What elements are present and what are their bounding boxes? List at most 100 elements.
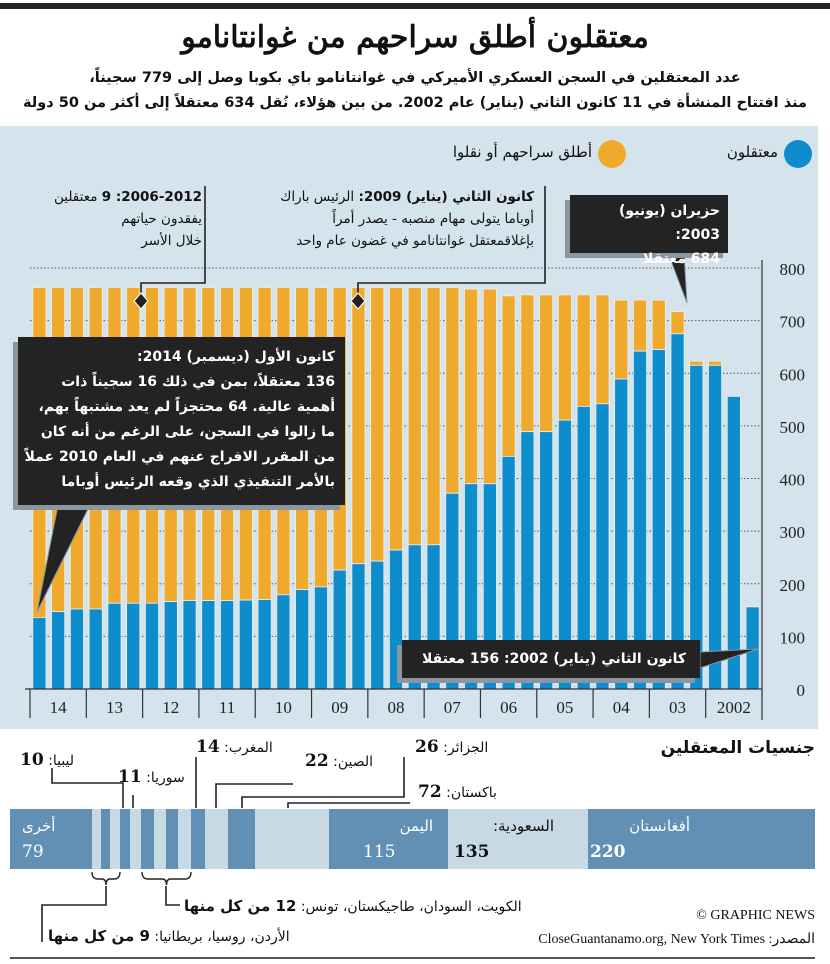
bottom-rule xyxy=(10,957,815,959)
label-name: الصين: xyxy=(333,754,374,770)
segment-روسيا xyxy=(100,809,111,869)
bar-released xyxy=(633,299,647,352)
bar-detained xyxy=(313,586,328,690)
segment-السعودية xyxy=(448,809,588,869)
label-name: الكويت، السودان، طاجيكستان، تونس: xyxy=(300,899,522,915)
callout-pointer xyxy=(667,252,688,304)
bar-detained xyxy=(163,601,178,690)
diamond-marker xyxy=(133,292,149,310)
segment-value: 115 xyxy=(363,842,396,862)
label-group-12: الكويت، السودان، طاجيكستان، تونس: 12 من … xyxy=(184,897,522,915)
bar-detained xyxy=(238,599,253,690)
segment-باكستان xyxy=(254,809,330,869)
callout-peak-2003: حزيران (يونيو) 2003: 684 معتقلا xyxy=(570,195,728,267)
bar-released xyxy=(445,287,460,494)
label-name: باكستان: xyxy=(446,785,497,801)
bracket-group-12 xyxy=(141,871,192,886)
bar-detained xyxy=(351,563,366,690)
callout-line: من المقرر الافراج عنهم في العام 2010 عمل… xyxy=(24,449,335,465)
label-morocco: المغرب: 14 xyxy=(196,737,273,757)
page-title: معتقلون أطلق سراحهم من غوانتانامو xyxy=(181,20,649,55)
bar-released xyxy=(557,294,572,421)
label-libya: ليبيا: 10 xyxy=(20,750,74,770)
x-tick-label: 2002 xyxy=(717,698,751,717)
label-value: 11 xyxy=(118,767,142,787)
label-pakistan: باكستان: 72 xyxy=(418,782,497,802)
bar-released xyxy=(614,299,629,380)
label-value: 14 xyxy=(196,737,220,757)
annotation-obama-line: بإغلاقمعتقل غوانتانامو في غضون عام واحد xyxy=(296,233,534,249)
label-value: 10 xyxy=(20,750,44,770)
segment-طاجيكستان xyxy=(166,809,179,869)
bar-released xyxy=(426,287,441,546)
y-tick-label: 400 xyxy=(780,471,806,490)
bar-detained xyxy=(182,600,197,690)
callout-dec-2014: كانون الأول (ديسمبر) 2014: 136 معتقلاً، … xyxy=(18,337,345,505)
leader-pakistan xyxy=(287,802,410,808)
label-china: الصين: 22 xyxy=(305,751,373,771)
x-tick-label: 13 xyxy=(106,698,123,717)
bar-detained xyxy=(145,602,159,690)
callout-line: أهمية عالية. 64 محتجزاً لم يعد مشتبهاً ب… xyxy=(38,399,336,415)
y-tick-label: 600 xyxy=(780,365,806,384)
bar-released xyxy=(501,295,516,457)
segment-value: 220 xyxy=(590,842,626,862)
nationalities-bar xyxy=(10,809,815,869)
segment-الجزائر xyxy=(228,809,255,869)
callout-line: حزيران (يونيو) 2003: xyxy=(619,203,720,243)
segment-name: اليمن xyxy=(399,817,433,835)
callout-line: بالأمر التنفيذي الذي وقعه الرئيس أوباما xyxy=(61,474,335,490)
leader-obama xyxy=(357,186,546,296)
x-tick-label: 11 xyxy=(219,698,235,717)
callout-line: 136 معتقلاً، بمن في ذلك 16 سجيناً ذات xyxy=(61,374,335,390)
x-tick-label: 03 xyxy=(669,698,686,717)
subtitle-line-1: عدد المعتقلين في السجن العسكري الأميركي … xyxy=(89,70,741,86)
segment-المغرب xyxy=(190,809,206,869)
bar-detained xyxy=(69,608,84,690)
label-name: المغرب: xyxy=(224,740,273,756)
leader-libya xyxy=(51,768,124,808)
x-tick-label: 10 xyxy=(275,698,292,717)
leader-deaths xyxy=(140,186,206,296)
bar-released xyxy=(520,294,535,433)
y-tick-label: 700 xyxy=(780,313,806,332)
label-algeria: الجزائر: 26 xyxy=(415,737,488,757)
legend-detained-swatch xyxy=(784,140,812,168)
callout-pointer xyxy=(699,648,759,669)
bar-detained xyxy=(726,396,741,690)
legend-released-label: أطلق سراحهم أو نقلوا xyxy=(452,143,592,161)
bar-detained xyxy=(257,599,272,690)
annotation-obama: كانون الثاني (يناير) 2009: الرئيس باراك … xyxy=(214,186,534,252)
bar-detained xyxy=(126,602,141,690)
callout-pointer xyxy=(36,504,91,613)
segment-الكويت xyxy=(141,809,154,869)
bar-released xyxy=(539,294,554,433)
bar-released xyxy=(708,360,723,366)
x-tick-label: 08 xyxy=(388,698,405,717)
x-tick-label: 04 xyxy=(613,698,631,717)
bar-detained xyxy=(332,569,347,690)
label-value: 9 من كل منها xyxy=(48,927,150,945)
bracket-group-9 xyxy=(91,871,121,886)
leader-group-12 xyxy=(165,886,180,906)
bar-released xyxy=(370,287,385,562)
source-text: CloseGuantanamo.org, New York Times xyxy=(538,932,766,947)
label-name: ليبيا: xyxy=(48,753,75,769)
bar-detained xyxy=(88,608,103,690)
bar-detained xyxy=(295,589,310,690)
bar-detained xyxy=(51,611,66,690)
bar-released xyxy=(464,288,479,485)
annotation-deaths-line: يفقدون حياتهم xyxy=(121,211,202,227)
bar-released xyxy=(595,294,610,405)
annotation-deaths: 2006-2012: 9 معتقلين يفقدون حياتهم خلال … xyxy=(2,186,202,252)
annotation-deaths-line: معتقلين xyxy=(53,189,98,205)
annotation-obama-line: الرئيس باراك xyxy=(280,189,355,205)
bar-detained xyxy=(276,594,291,690)
bar-detained xyxy=(633,350,647,690)
label-name: سوريا: xyxy=(146,770,185,786)
y-tick-label: 500 xyxy=(780,418,806,437)
nationalities-title: جنسيات المعتقلين xyxy=(660,738,815,758)
segment-اليمن xyxy=(329,809,449,869)
bar-detained xyxy=(745,606,760,690)
segment-name: أفغانستان xyxy=(629,817,690,835)
